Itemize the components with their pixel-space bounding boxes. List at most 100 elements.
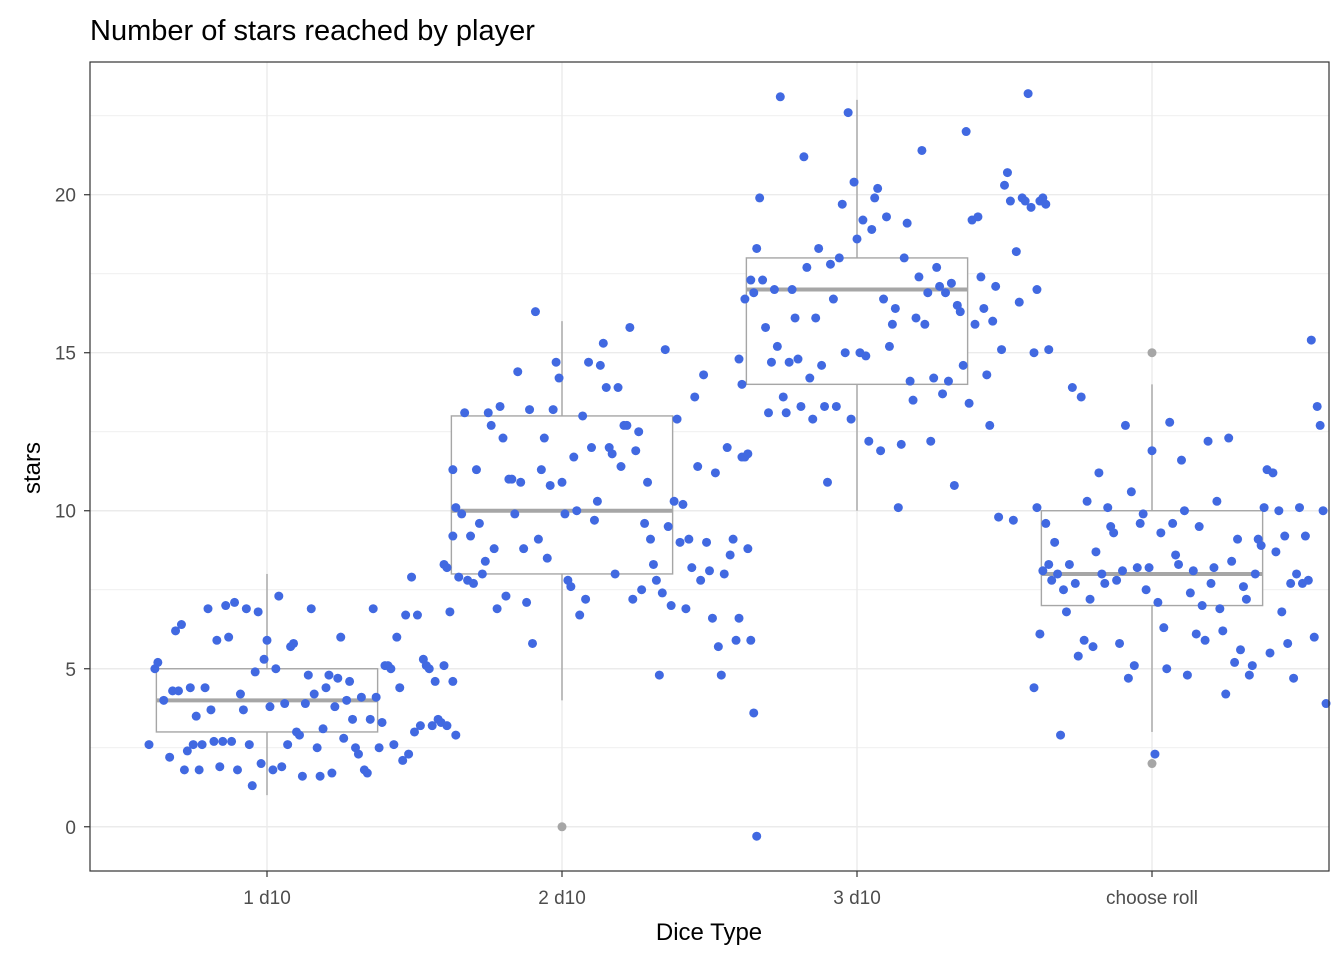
data-point	[365, 714, 375, 724]
data-point	[333, 673, 343, 683]
data-point	[725, 550, 735, 560]
data-point	[235, 689, 245, 699]
y-axis-title: stars	[19, 442, 46, 494]
data-point	[657, 588, 667, 598]
data-point	[713, 642, 723, 652]
data-point	[377, 717, 387, 727]
data-point	[867, 224, 877, 234]
data-point	[1112, 575, 1122, 585]
data-point	[911, 313, 921, 323]
box-iqr	[450, 415, 674, 575]
data-point	[831, 401, 841, 411]
data-point	[914, 272, 924, 282]
data-point	[811, 313, 821, 323]
data-point	[926, 436, 936, 446]
data-point	[784, 357, 794, 367]
data-point	[693, 462, 703, 471]
data-point	[737, 379, 747, 389]
data-point	[1268, 468, 1278, 478]
data-point	[979, 303, 989, 313]
outlier-point	[1147, 348, 1157, 358]
data-point	[486, 420, 496, 430]
data-point	[634, 427, 644, 437]
data-point	[439, 661, 449, 671]
data-point	[410, 727, 419, 737]
data-point	[1041, 199, 1051, 209]
data-point	[1141, 585, 1151, 595]
boxplot-2	[745, 99, 969, 511]
data-point	[321, 683, 331, 693]
data-point	[519, 544, 529, 554]
data-point	[457, 509, 467, 519]
data-point	[876, 446, 886, 456]
data-point	[182, 746, 192, 756]
data-point	[991, 281, 1001, 291]
data-point	[1292, 569, 1302, 579]
data-point	[610, 569, 620, 579]
data-point	[569, 452, 579, 462]
data-point	[1271, 547, 1281, 557]
data-point	[395, 683, 405, 693]
data-point	[1306, 335, 1316, 345]
data-point	[513, 367, 523, 377]
data-point	[982, 370, 992, 380]
data-point	[159, 695, 169, 705]
data-point	[1035, 629, 1045, 639]
data-point	[336, 632, 346, 642]
data-point	[1020, 196, 1030, 206]
data-point	[607, 449, 617, 459]
data-point	[153, 657, 163, 667]
plot-panel	[90, 62, 1329, 871]
data-point	[672, 414, 682, 424]
data-point	[1115, 638, 1125, 648]
data-point	[955, 307, 965, 317]
data-point	[551, 357, 561, 367]
data-point	[961, 127, 971, 137]
data-point	[601, 382, 611, 392]
data-point	[896, 439, 906, 449]
data-point	[430, 676, 440, 686]
data-point	[929, 373, 939, 383]
data-point	[1056, 730, 1066, 740]
data-point	[643, 477, 653, 487]
data-point	[1224, 433, 1234, 443]
data-point	[265, 702, 275, 712]
data-point	[743, 449, 753, 459]
data-point	[1289, 673, 1299, 683]
data-point	[368, 604, 378, 614]
data-point	[289, 638, 299, 648]
data-point	[1168, 518, 1178, 528]
data-point	[1082, 496, 1092, 506]
data-point	[799, 152, 809, 162]
data-point	[1088, 642, 1098, 652]
data-point	[460, 408, 470, 418]
data-point	[386, 664, 396, 674]
data-point	[318, 724, 328, 734]
data-point	[466, 531, 476, 541]
data-point	[557, 477, 567, 487]
data-point	[917, 145, 927, 155]
data-point	[1041, 518, 1051, 528]
data-point	[218, 736, 228, 746]
data-point	[451, 730, 461, 740]
data-point	[348, 714, 358, 724]
data-point	[1029, 348, 1039, 358]
data-point	[533, 534, 543, 544]
data-point	[389, 740, 399, 750]
data-point	[227, 736, 237, 746]
data-point	[970, 319, 980, 329]
data-point	[625, 322, 635, 332]
plot-panel-border	[89, 61, 1330, 872]
data-point	[631, 446, 641, 456]
data-point	[144, 740, 154, 750]
data-point	[495, 401, 505, 411]
data-point	[1191, 629, 1201, 639]
data-point	[454, 572, 464, 582]
data-point	[1218, 626, 1228, 636]
data-point	[899, 253, 909, 263]
data-point	[858, 215, 868, 225]
data-point	[238, 705, 248, 715]
data-point	[817, 360, 827, 370]
data-point	[374, 743, 384, 753]
data-point	[407, 572, 417, 582]
